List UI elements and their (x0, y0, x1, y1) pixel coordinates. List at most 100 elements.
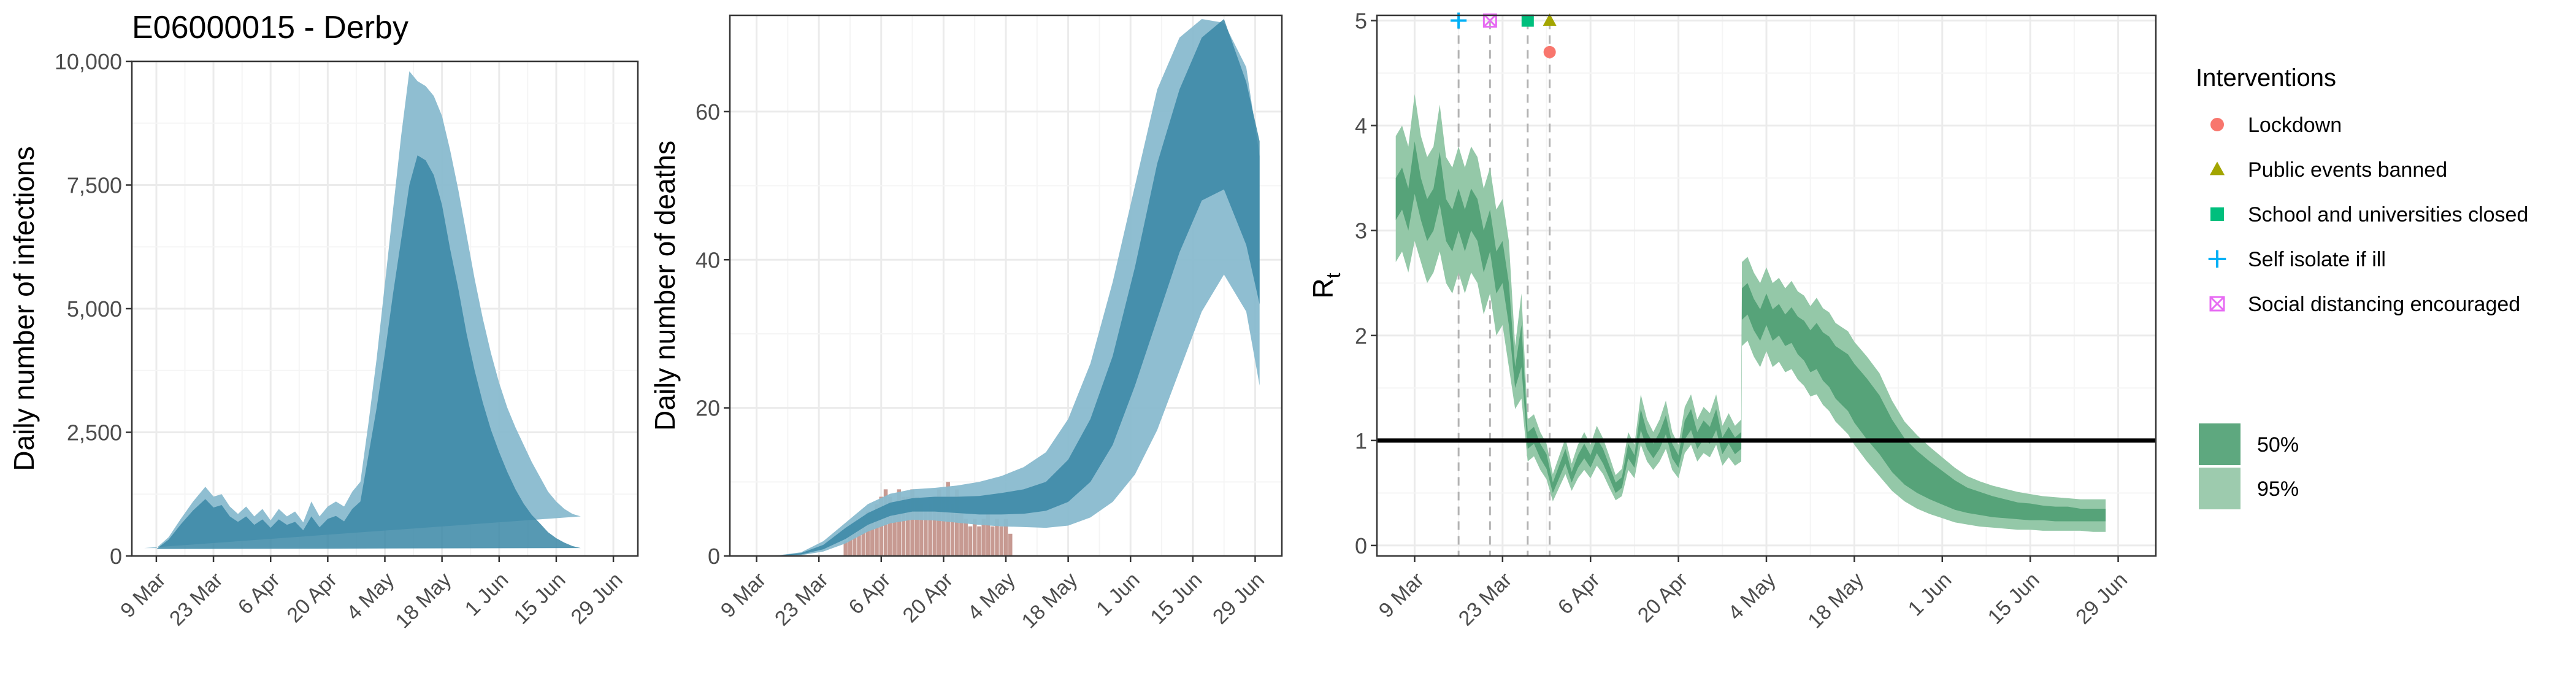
interventions-legend-title: Interventions (2196, 64, 2336, 91)
plot-area (144, 71, 581, 549)
figure-title: E06000015 - Derby (132, 10, 408, 45)
observed-deaths-bar (986, 511, 991, 556)
x-tick-label: 15 Jun (510, 568, 570, 629)
observed-deaths-bar (852, 526, 857, 556)
band-legend-label: 50% (2257, 433, 2299, 457)
observed-deaths-bar (865, 511, 870, 556)
observed-deaths-bar (972, 519, 977, 556)
legend-marker-square (2210, 207, 2224, 221)
observed-deaths-bar (937, 489, 941, 556)
y-tick-label: 4 (1355, 114, 1367, 139)
legend-marker-circle (2210, 118, 2224, 131)
y-tick-label: 0 (110, 544, 122, 569)
x-tick-label: 15 Jun (1146, 568, 1206, 629)
observed-deaths-bar (857, 526, 861, 556)
observed-deaths-bar (999, 526, 1004, 556)
observed-deaths-bar (981, 519, 986, 556)
observed-deaths-bar (910, 489, 914, 556)
observed-deaths-bar (977, 526, 981, 556)
ci50-band (144, 155, 581, 549)
legend-label: School and universities closed (2248, 203, 2528, 226)
observed-deaths-bar (1008, 533, 1013, 556)
x-tick-label: 6 Apr (234, 568, 285, 619)
ci95-band (144, 71, 581, 549)
x-tick-label: 6 Apr (1554, 568, 1604, 619)
y-tick-label: 0 (1355, 533, 1367, 558)
observed-deaths-bar (848, 533, 853, 556)
observed-deaths-bar (932, 496, 937, 556)
observed-deaths-bar (919, 504, 924, 556)
band-legend: 50% 95% (2199, 423, 2299, 509)
observed-deaths-bar (959, 511, 964, 556)
observed-deaths-bar (870, 511, 875, 556)
x-tick-label: 1 Jun (1904, 568, 1957, 621)
intervention-marker (1543, 14, 1557, 26)
observed-deaths-bar (941, 496, 946, 556)
x-tick-label: 29 Jun (1208, 568, 1269, 629)
y-tick-label: 2,500 (67, 420, 122, 446)
y-axis-label: Daily number of infections (8, 146, 40, 471)
plot-area (756, 19, 1260, 556)
y-tick-label: 40 (696, 247, 720, 272)
observed-deaths-bar (861, 519, 866, 556)
legend-label: Self isolate if ill (2248, 248, 2386, 271)
y-tick-label: 20 (696, 396, 720, 421)
observed-deaths-bar (897, 489, 902, 556)
x-tick-label: 9 Mar (716, 568, 770, 622)
x-tick-label: 4 May (963, 568, 1019, 625)
x-tick-label: 29 Jun (2071, 568, 2132, 629)
y-tick-label: 7,500 (67, 173, 122, 198)
x-tick-label: 1 Jun (461, 568, 513, 621)
observed-deaths-bar (906, 496, 910, 556)
observed-deaths-bar (843, 541, 848, 556)
intervention-marker (1482, 14, 1497, 28)
y-tick-label: 1 (1355, 428, 1367, 453)
x-tick-label: 23 Mar (1454, 568, 1517, 631)
y-tick-label: 3 (1355, 218, 1367, 244)
x-tick-label: 9 Mar (1374, 568, 1428, 622)
observed-deaths-bar (901, 496, 906, 556)
legend-marker-boxx (2209, 296, 2225, 312)
observed-deaths-bar (924, 511, 928, 556)
x-tick-label: 4 May (1723, 568, 1780, 625)
observed-deaths-bar (888, 496, 892, 556)
rt-panel: 0 1 2 3 4 5 9 Mar 23 Mar 6 Apr 20 Apr 4 May 18 May 1… (1307, 9, 2157, 633)
y-tick-label: 60 (696, 99, 720, 125)
ci95-band (756, 19, 1260, 556)
legend-marker-triangle (2209, 161, 2225, 176)
observed-deaths-bar (968, 526, 973, 556)
y-tick-label: 0 (708, 544, 720, 569)
intervention-marker (1543, 45, 1556, 58)
band-legend-label: 95% (2257, 477, 2299, 501)
observed-deaths-bar (950, 504, 955, 556)
legend-label: Public events banned (2248, 158, 2447, 182)
x-tick-label: 1 Jun (1092, 568, 1144, 621)
ci50-band (756, 19, 1260, 556)
x-tick-label: 29 Jun (567, 568, 627, 629)
observed-deaths-bar (995, 519, 999, 556)
y-axis-label-main: R (1307, 278, 1339, 298)
x-tick-label: 18 May (391, 568, 456, 633)
observed-deaths-bar (964, 519, 968, 556)
x-tick-label: 6 Apr (844, 568, 895, 619)
intervention-marker (1521, 14, 1534, 27)
observed-deaths-bar (928, 504, 932, 556)
x-tick-label: 15 Jun (1984, 568, 2044, 629)
observed-deaths-bar (892, 504, 897, 556)
x-tick-label: 23 Mar (165, 568, 228, 631)
x-tick-label: 18 May (1018, 568, 1083, 633)
x-tick-label: 23 Mar (770, 568, 833, 631)
y-axis-label-sub: t (1322, 272, 1344, 278)
x-tick-label: 4 May (342, 568, 399, 625)
x-tick-label: 20 Apr (1633, 568, 1692, 627)
y-tick-label: 5 (1355, 9, 1367, 34)
y-axis-label: Rt (1307, 272, 1344, 298)
plot-area (1377, 20, 2156, 556)
legend-label: Social distancing encouraged (2248, 293, 2520, 316)
x-tick-label: 18 May (1803, 568, 1868, 633)
y-tick-label: 2 (1355, 323, 1367, 349)
x-tick-label: 20 Apr (283, 568, 342, 627)
